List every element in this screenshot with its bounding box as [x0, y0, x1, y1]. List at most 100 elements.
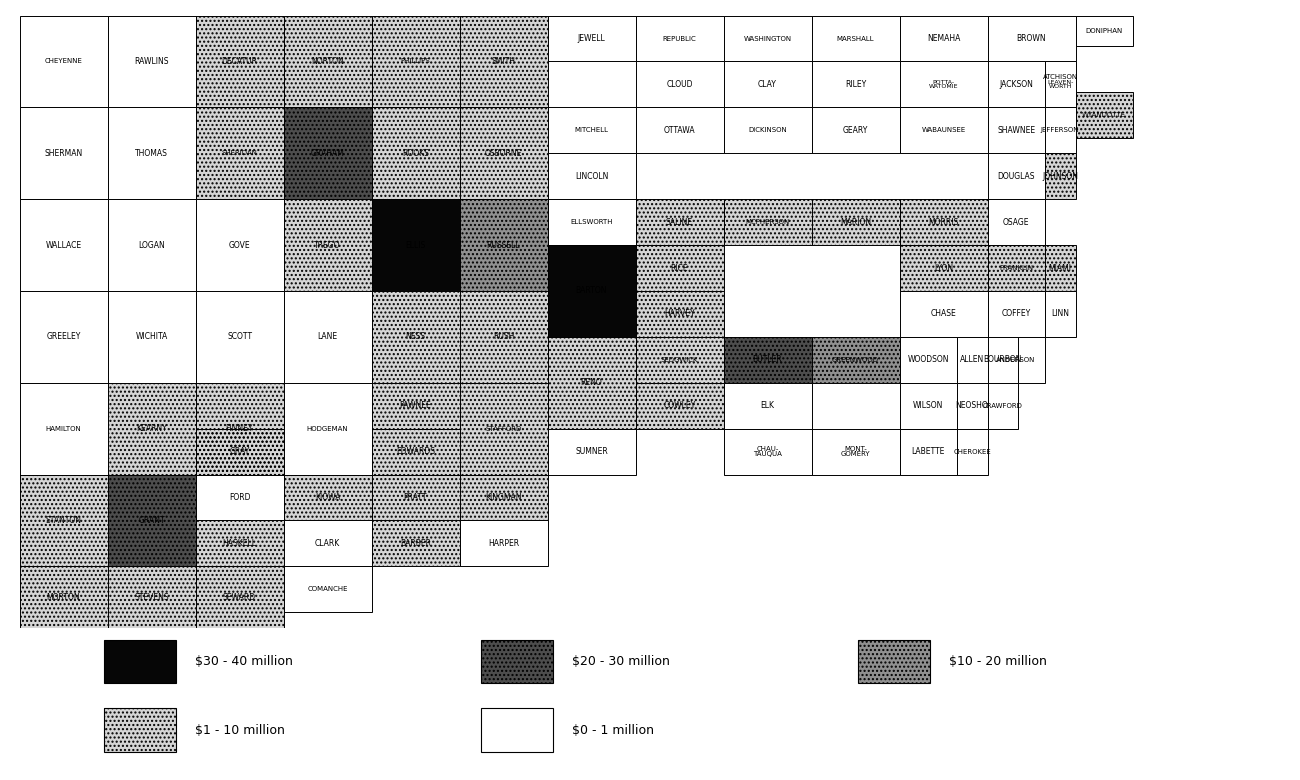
- Text: WABAUNSEE: WABAUNSEE: [922, 127, 966, 133]
- Bar: [1045, 154, 1075, 199]
- Text: $30 - 40 million: $30 - 40 million: [195, 655, 292, 668]
- Bar: [900, 429, 957, 474]
- Text: MARSHALL: MARSHALL: [837, 36, 875, 41]
- Bar: [636, 62, 724, 108]
- Text: TREGO: TREGO: [315, 240, 341, 250]
- Bar: [459, 383, 547, 474]
- Text: MORRIS: MORRIS: [928, 218, 958, 227]
- Bar: [988, 245, 1045, 291]
- Text: BOURBON: BOURBON: [984, 356, 1022, 364]
- Text: CLARK: CLARK: [315, 539, 341, 548]
- Text: CLAY: CLAY: [758, 80, 777, 89]
- Bar: [108, 474, 195, 566]
- Bar: [636, 108, 724, 154]
- Bar: [459, 199, 547, 291]
- Bar: [547, 337, 636, 429]
- Bar: [195, 383, 283, 474]
- Bar: [459, 474, 547, 520]
- Text: LABETTE: LABETTE: [911, 447, 945, 456]
- Bar: [547, 199, 636, 245]
- Bar: [636, 337, 724, 383]
- Bar: [636, 291, 724, 337]
- Bar: [195, 108, 283, 199]
- Bar: [636, 16, 724, 62]
- Text: HARVEY: HARVEY: [664, 310, 694, 318]
- Text: WASHINGTON: WASHINGTON: [744, 36, 792, 41]
- Text: ELLSWORTH: ELLSWORTH: [571, 219, 612, 225]
- Text: SMITH: SMITH: [491, 57, 516, 66]
- Bar: [283, 474, 372, 520]
- Text: GEARY: GEARY: [842, 126, 868, 135]
- Text: HODGEMAN: HODGEMAN: [307, 426, 348, 431]
- Bar: [858, 640, 929, 683]
- Bar: [636, 245, 724, 291]
- Bar: [195, 429, 283, 474]
- Text: GOVE: GOVE: [229, 240, 251, 250]
- Text: SEWARD: SEWARD: [222, 593, 256, 601]
- Bar: [372, 291, 459, 383]
- Bar: [900, 245, 988, 291]
- Bar: [636, 291, 724, 337]
- Bar: [811, 62, 900, 108]
- Bar: [372, 520, 459, 566]
- Bar: [283, 474, 372, 520]
- Text: DECATUR: DECATUR: [221, 57, 257, 66]
- Text: RILEY: RILEY: [845, 80, 866, 89]
- Bar: [1045, 245, 1075, 291]
- Text: $0 - 1 million: $0 - 1 million: [572, 724, 654, 736]
- Text: REPUBLIC: REPUBLIC: [663, 36, 697, 41]
- Bar: [858, 640, 929, 683]
- Bar: [481, 640, 552, 683]
- Text: GREENWOOD: GREENWOOD: [832, 356, 879, 363]
- Bar: [108, 566, 195, 628]
- Bar: [547, 337, 636, 429]
- Text: FORD: FORD: [229, 493, 250, 502]
- Text: PHILLIPS: PHILLIPS: [400, 58, 430, 65]
- Bar: [283, 199, 372, 291]
- Bar: [104, 708, 176, 752]
- Text: DICKINSON: DICKINSON: [747, 127, 786, 133]
- Bar: [372, 383, 459, 429]
- Bar: [459, 16, 547, 108]
- Bar: [283, 291, 372, 383]
- Bar: [547, 108, 636, 154]
- Bar: [1045, 154, 1075, 199]
- Bar: [372, 16, 459, 108]
- Bar: [988, 337, 1045, 383]
- Bar: [988, 291, 1045, 337]
- Bar: [547, 16, 636, 62]
- Text: RENO: RENO: [581, 378, 602, 388]
- Bar: [1075, 92, 1132, 138]
- Bar: [283, 520, 372, 566]
- Text: BARBER: BARBER: [400, 539, 432, 548]
- Bar: [988, 199, 1045, 245]
- Bar: [724, 62, 811, 108]
- Bar: [636, 383, 724, 429]
- Text: ATCHISON: ATCHISON: [1043, 73, 1078, 80]
- Text: STEVENS: STEVENS: [134, 593, 169, 601]
- Bar: [459, 383, 547, 474]
- Bar: [195, 383, 283, 474]
- Bar: [724, 108, 811, 154]
- Text: CHEYENNE: CHEYENNE: [44, 58, 82, 65]
- Text: NORTON: NORTON: [311, 57, 344, 66]
- Bar: [957, 337, 988, 383]
- Text: RICE: RICE: [671, 264, 688, 272]
- Text: SHERMAN: SHERMAN: [44, 149, 83, 158]
- Bar: [20, 474, 108, 566]
- Bar: [811, 16, 900, 62]
- Bar: [724, 199, 811, 245]
- Bar: [900, 108, 988, 154]
- Bar: [195, 16, 283, 108]
- Bar: [20, 199, 108, 291]
- Bar: [459, 108, 547, 199]
- Bar: [811, 199, 900, 245]
- Bar: [811, 199, 900, 245]
- Bar: [283, 108, 372, 199]
- Text: $1 - 10 million: $1 - 10 million: [195, 724, 285, 736]
- Bar: [988, 383, 1018, 429]
- Text: MCPHERSON: MCPHERSON: [745, 219, 789, 225]
- Text: COFFEY: COFFEY: [1001, 310, 1031, 318]
- Text: $10 - 20 million: $10 - 20 million: [949, 655, 1046, 668]
- Bar: [988, 62, 1045, 108]
